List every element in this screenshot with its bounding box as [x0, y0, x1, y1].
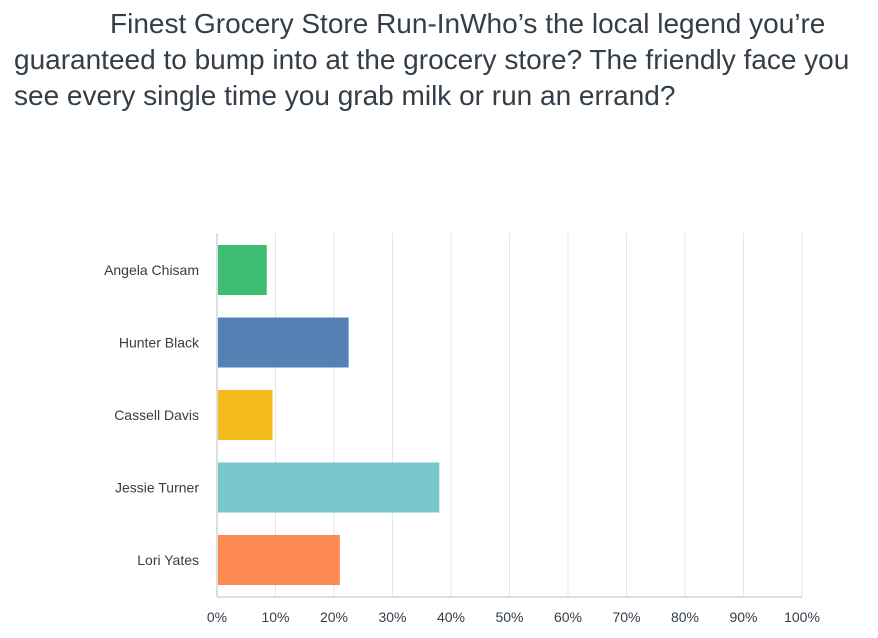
x-tick-label: 70% [612, 609, 640, 625]
bar[interactable] [218, 245, 267, 295]
bar[interactable] [218, 317, 349, 368]
bar[interactable] [218, 462, 440, 513]
chart-title: Finest Grocery Store Run-InWho’s the loc… [14, 8, 850, 111]
category-label: Cassell Davis [114, 407, 199, 423]
x-tick-label: 90% [729, 609, 757, 625]
x-tick-label: 20% [320, 609, 348, 625]
category-label: Lori Yates [137, 552, 199, 568]
category-label: Hunter Black [119, 335, 200, 351]
x-tick-label: 60% [554, 609, 582, 625]
gridlines [216, 233, 803, 598]
x-tick-labels: 0% 10% 20% 30% 40% 50% 60% 70% 80% 90% 100% [207, 609, 820, 625]
bar[interactable] [218, 535, 340, 585]
x-tick-label: 30% [378, 609, 406, 625]
x-tick-label: 80% [671, 609, 699, 625]
bar[interactable] [218, 390, 273, 440]
x-tick-label: 10% [261, 609, 289, 625]
x-tick-label: 100% [784, 609, 820, 625]
category-labels: Angela Chisam Hunter Black Cassell Davis Je… [104, 262, 200, 568]
category-label: Jessie Turner [115, 480, 199, 496]
bars [218, 245, 440, 585]
category-label: Angela Chisam [104, 262, 199, 278]
x-tick-label: 50% [495, 609, 523, 625]
x-tick-label: 40% [437, 609, 465, 625]
x-tick-label: 0% [207, 609, 227, 625]
